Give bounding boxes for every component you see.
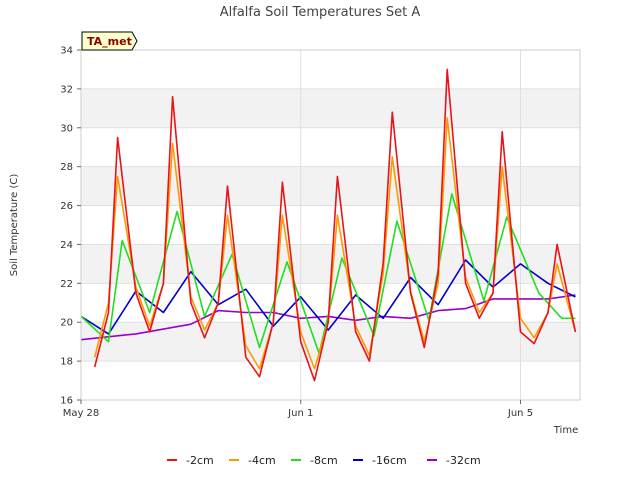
- legend-label: -4cm: [248, 454, 276, 467]
- plot-band: [81, 361, 580, 400]
- y-axis-label: Soil Temperature (C): [9, 174, 20, 277]
- y-tick-label: 28: [60, 162, 73, 173]
- y-tick-label: 34: [60, 46, 73, 57]
- y-tick-label: 18: [60, 357, 73, 368]
- badge-shape: [81, 31, 138, 51]
- plot-frame: [80, 49, 581, 401]
- plot-band: [81, 50, 580, 89]
- y-tick-label: 22: [60, 279, 73, 290]
- legend-item: -2cm: [167, 454, 214, 467]
- y-tick-label: 20: [60, 318, 73, 329]
- y-tick-label: 32: [60, 84, 73, 95]
- legend-item: -8cm: [291, 454, 338, 467]
- legend-item: -16cm: [353, 454, 407, 467]
- y-axis-ticks: 16 18 20 22 24 26 28 30 32 34: [60, 46, 81, 407]
- x-tick-label: May 28: [63, 408, 100, 419]
- legend-label: -2cm: [186, 454, 214, 467]
- x-axis-label: Time: [553, 425, 578, 436]
- series-lines: [80, 68, 577, 382]
- station-badge: TA_met: [81, 31, 138, 51]
- legend-label: -16cm: [372, 454, 407, 467]
- series-line-32cm: [80, 294, 576, 341]
- legend-label: -32cm: [446, 454, 481, 467]
- legend-item: -4cm: [229, 454, 276, 467]
- chart-title: Alfalfa Soil Temperatures Set A: [220, 5, 421, 20]
- y-tick-label: 26: [60, 201, 73, 212]
- series-line-8cm: [80, 193, 576, 355]
- plot-band: [81, 127, 580, 167]
- y-tick-label: 24: [60, 240, 73, 251]
- legend-label: -8cm: [310, 454, 338, 467]
- y-tick-label: 30: [60, 123, 73, 134]
- x-tick-label: Jun 1: [287, 408, 313, 419]
- legend: -2cm -4cm -8cm -16cm -32cm: [167, 454, 481, 467]
- y-tick-label: 16: [60, 396, 73, 407]
- badge-label: TA_met: [87, 35, 132, 48]
- plot-band: [81, 166, 580, 206]
- x-tick-label: Jun 5: [507, 408, 533, 419]
- series-line-2cm: [93, 68, 577, 382]
- legend-item: -32cm: [427, 454, 481, 467]
- plot-band: [81, 88, 580, 128]
- x-axis-ticks: May 28 Jun 1 Jun 5: [63, 400, 533, 419]
